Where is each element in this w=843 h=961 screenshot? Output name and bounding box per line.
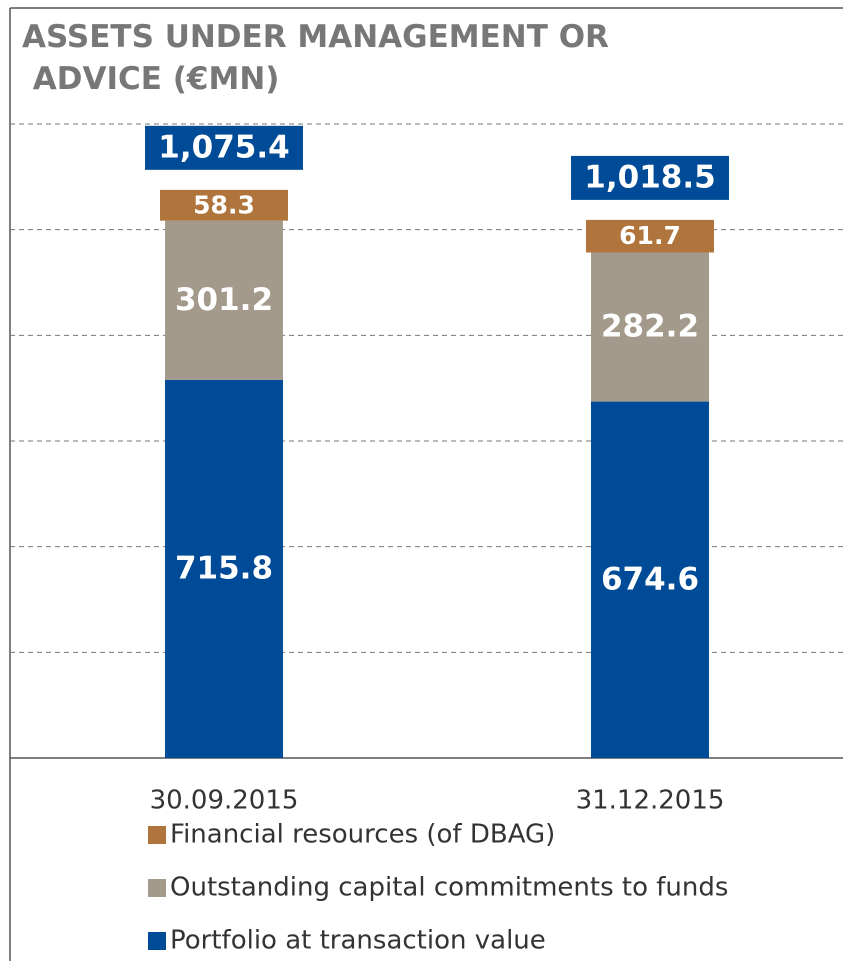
value-label: 301.2: [175, 282, 273, 318]
value-label: 58.3: [193, 190, 255, 219]
x-tick-label: 30.09.2015: [150, 786, 299, 816]
legend-label: Financial resources (of DBAG): [170, 820, 555, 850]
bar-segment: [165, 379, 283, 758]
total-box: [571, 155, 729, 200]
legend-label: Portfolio at transaction value: [170, 926, 546, 956]
legend-swatch: [148, 879, 166, 897]
legend-swatch: [148, 932, 166, 950]
total-label: 1,075.4: [158, 129, 289, 165]
total-label: 1,018.5: [584, 159, 715, 195]
bar-segment: [591, 401, 709, 758]
bar-segment: [160, 189, 288, 221]
legend-swatch: [148, 826, 166, 844]
bar-segment: [165, 220, 283, 380]
bar-segment: [586, 219, 714, 253]
value-label: 674.6: [601, 561, 699, 597]
x-tick-label: 31.12.2015: [576, 786, 725, 816]
value-label: 61.7: [619, 221, 681, 250]
bar-segment: [591, 252, 709, 402]
value-label: 282.2: [601, 309, 699, 345]
legend-label: Outstanding capital commitments to funds: [170, 873, 728, 903]
value-label: 715.8: [175, 550, 273, 586]
chart-title: ASSETS UNDER MANAGEMENT OR ADVICE (€MN): [22, 19, 609, 97]
total-box: [145, 125, 303, 170]
